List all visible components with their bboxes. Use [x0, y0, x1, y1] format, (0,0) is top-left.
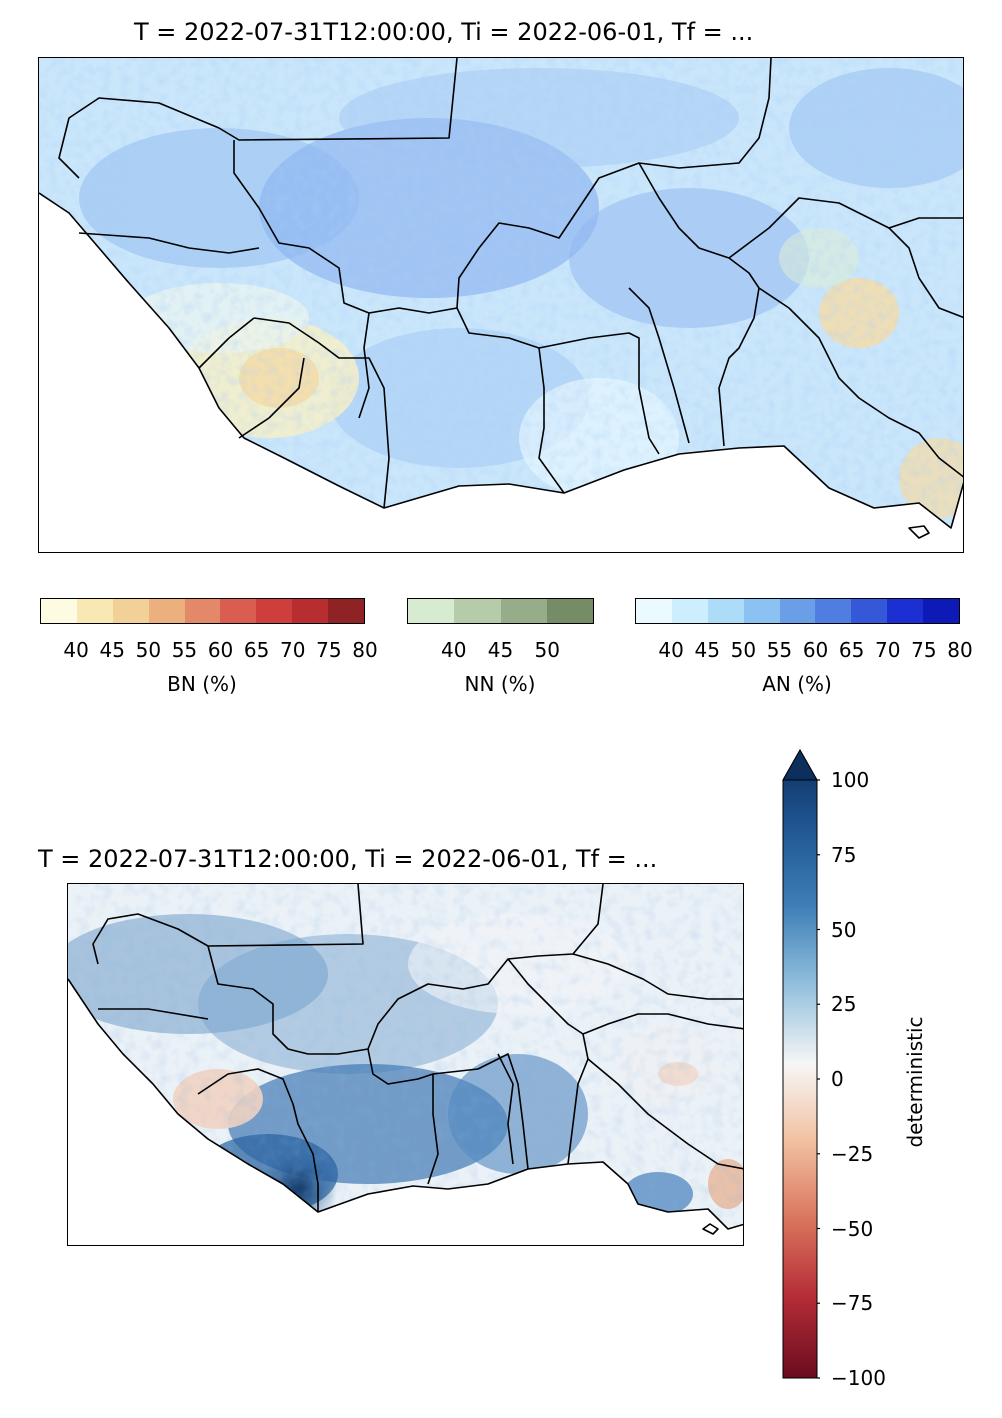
bn-colorbar	[40, 598, 365, 624]
bn-swatch-7	[292, 599, 329, 623]
deterministic-tick-label: −50	[831, 1216, 874, 1241]
nn-label: NN (%)	[464, 672, 536, 696]
an-colorbar	[635, 598, 960, 624]
nn-tick-label: 50	[534, 638, 560, 662]
bn-swatch-8	[328, 599, 365, 623]
an-swatch-2	[707, 599, 744, 623]
an-swatch-7	[887, 599, 924, 623]
bn-swatch-2	[112, 599, 149, 623]
an-swatch-6	[851, 599, 888, 623]
an-swatch-0	[636, 599, 672, 623]
deterministic-tick-label: −25	[831, 1141, 874, 1166]
nn-swatch-0	[408, 599, 455, 623]
an-tick-label: 80	[947, 638, 973, 662]
bn-tick-label: 55	[171, 638, 198, 662]
an-swatch-3	[743, 599, 780, 623]
bn-swatch-1	[76, 599, 113, 623]
bn-tick-label: 60	[207, 638, 234, 662]
an-tick-label: 65	[838, 638, 865, 662]
deterministic-label: deterministic	[903, 1016, 927, 1148]
an-tick-label: 50	[730, 638, 757, 662]
an-swatch-8	[923, 599, 960, 623]
an-tick-label: 75	[911, 638, 937, 662]
deterministic-tick-label: −100	[831, 1366, 886, 1390]
deterministic-tick-label: 50	[831, 917, 857, 942]
top-map-canvas	[39, 58, 963, 539]
an-swatch-1	[671, 599, 708, 623]
bn-swatch-6	[256, 599, 293, 623]
nn-swatch-1	[454, 599, 501, 623]
bn-tick-label: 45	[99, 638, 125, 662]
nn-swatch-2	[500, 599, 547, 623]
an-label: AN (%)	[762, 672, 832, 696]
deterministic-tick-label: −75	[831, 1291, 874, 1316]
bn-tick-label: 70	[280, 638, 306, 662]
an-swatch-5	[815, 599, 852, 623]
bn-swatch-0	[41, 599, 77, 623]
bn-tick-label: 75	[316, 638, 342, 662]
bottom-map-title: T = 2022-07-31T12:00:00, Ti = 2022-06-01…	[38, 845, 658, 873]
top-map[interactable]	[38, 57, 964, 553]
nn-swatch-3	[546, 599, 593, 623]
bn-swatch-5	[220, 599, 257, 623]
bn-label: BN (%)	[167, 672, 237, 696]
nn-colorbar	[407, 598, 594, 624]
top-map-title: T = 2022-07-31T12:00:00, Ti = 2022-06-01…	[134, 18, 754, 46]
nn-tick-label: 45	[487, 638, 514, 662]
an-swatch-4	[779, 599, 816, 623]
an-tick-label: 60	[802, 638, 829, 662]
bottom-map[interactable]	[67, 883, 744, 1246]
deterministic-tick-label: 100	[831, 768, 870, 792]
bn-tick-label: 65	[243, 638, 270, 662]
bn-tick-label: 50	[135, 638, 162, 662]
deterministic-colorbar	[782, 748, 820, 1379]
an-tick-label: 40	[658, 638, 684, 662]
deterministic-tick-label: 75	[831, 842, 857, 867]
deterministic-tick-label: 25	[831, 992, 857, 1017]
an-tick-label: 55	[766, 638, 793, 662]
an-tick-label: 45	[694, 638, 720, 662]
bn-tick-label: 40	[63, 638, 89, 662]
nn-tick-label: 40	[441, 638, 467, 662]
bn-tick-label: 80	[352, 638, 378, 662]
deterministic-tick-label: 0	[831, 1067, 844, 1091]
bn-swatch-4	[184, 599, 221, 623]
bn-swatch-3	[148, 599, 185, 623]
bottom-map-canvas	[68, 884, 743, 1235]
an-tick-label: 70	[875, 638, 901, 662]
